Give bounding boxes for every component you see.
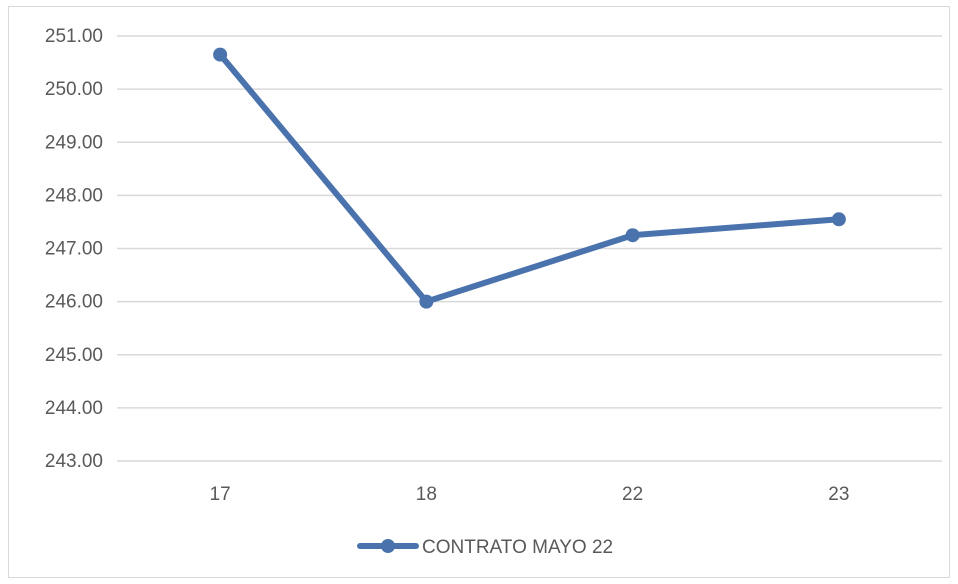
- x-tick-label: 18: [416, 484, 437, 505]
- legend-marker: [381, 539, 395, 553]
- y-tick-label: 244.00: [45, 398, 103, 419]
- y-tick-label: 243.00: [45, 451, 103, 472]
- y-tick-label: 249.00: [45, 132, 103, 153]
- y-tick-label: 250.00: [45, 79, 103, 100]
- x-tick-label: 22: [622, 484, 643, 505]
- series-line: [217, 51, 842, 305]
- chart-frame: [8, 6, 950, 578]
- x-tick-label: 23: [828, 484, 849, 505]
- y-tick-label: 247.00: [45, 239, 103, 260]
- data-point: [213, 47, 228, 62]
- y-tick-label: 246.00: [45, 292, 103, 313]
- data-point: [625, 228, 640, 243]
- y-tick-label: 251.00: [45, 26, 103, 47]
- x-tick-label: 17: [210, 484, 231, 505]
- y-tick-label: 245.00: [45, 345, 103, 366]
- legend: CONTRATO MAYO 22: [357, 537, 613, 558]
- data-point: [831, 212, 846, 227]
- series-layer: [213, 47, 846, 309]
- y-tick-label: 248.00: [45, 185, 103, 206]
- legend-label: CONTRATO MAYO 22: [422, 537, 613, 558]
- gridlines: [117, 35, 942, 462]
- y-axis-tick-labels: 251.00 250.00 249.00 248.00 247.00 246.00 245.…: [45, 26, 103, 472]
- data-point: [419, 294, 434, 309]
- x-axis-tick-labels: 17 18 22 23: [210, 484, 850, 505]
